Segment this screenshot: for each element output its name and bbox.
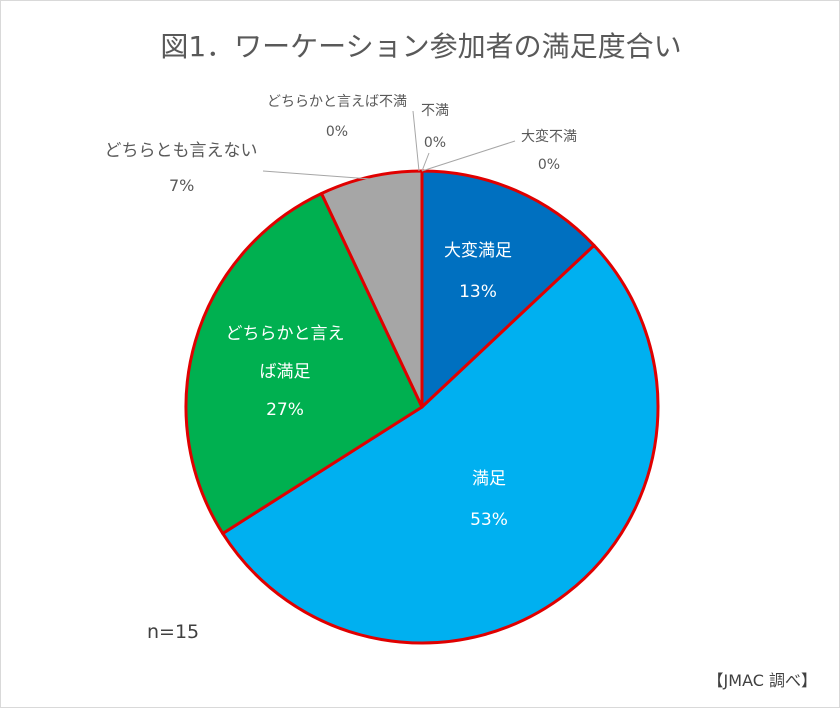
pie-slice-somewhat-satisfied [184,191,424,535]
slice-label-neutral: どちらとも言えない 7% [81,143,281,194]
chart-title: 図1．ワーケーション参加者の満足度合い [160,30,682,63]
pie-slice-satisfied [221,243,660,645]
slice-category-satisfied: 満足 [472,469,506,489]
slice-value-somewhat-satisfied: 27% [266,400,304,420]
slice-category-somewhat-satisfied-line2: ば満足 [259,362,311,382]
pie-slice-neutral [320,169,424,409]
slice-label-very-dissatisfied: 大変不満 0% [509,130,589,172]
leader-line-dissatisfied [421,152,430,172]
slice-label-somewhat-satisfied: どちらかと言え ば満足 27% [199,326,371,419]
slice-label-very-satisfied: 大変満足 13% [413,243,543,301]
sample-size-note: n=15 [147,621,200,643]
slice-category-somewhat-dissatisfied: どちらかと言えば不満 [267,94,407,110]
slice-category-very-dissatisfied: 大変不満 [521,129,577,145]
slice-value-very-satisfied: 13% [459,282,497,302]
slice-value-satisfied: 53% [470,510,508,530]
slice-category-neutral: どちらとも言えない [104,141,258,161]
slice-value-dissatisfied: 0% [423,135,447,151]
slice-category-somewhat-satisfied-line1: どちらかと言え [225,324,345,344]
slice-label-dissatisfied: 不満 0% [415,104,455,150]
leader-line-somewhat-dissatisfied [412,110,420,172]
slice-label-somewhat-dissatisfied: どちらかと言えば不満 0% [249,95,425,139]
slice-value-very-dissatisfied: 0% [537,157,561,173]
slice-value-somewhat-dissatisfied: 0% [325,124,349,140]
source-note: 【JMAC 調べ】 [707,671,817,690]
slice-category-very-satisfied: 大変満足 [444,241,512,261]
slice-value-neutral: 7% [169,176,195,195]
slice-label-satisfied: 満足 53% [439,471,539,529]
leader-line-neutral [262,170,372,180]
pie-slice-very-satisfied [420,169,596,409]
slice-category-dissatisfied: 不満 [421,103,449,119]
leader-line-very-dissatisfied [421,140,516,172]
